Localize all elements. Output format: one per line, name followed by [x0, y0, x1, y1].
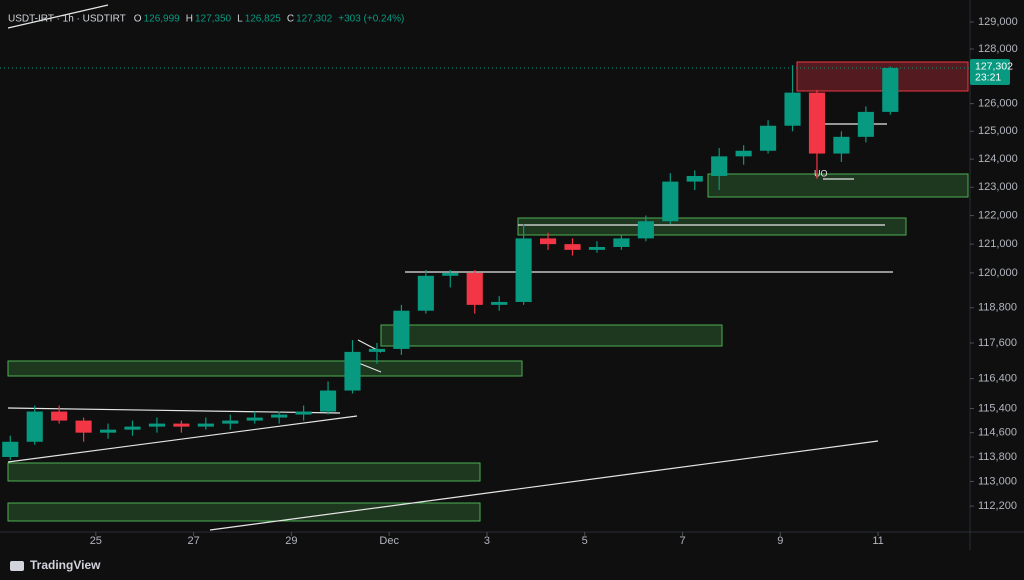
candle-body — [197, 423, 214, 427]
candle-body — [2, 441, 19, 457]
ohlc-label: C — [287, 14, 294, 25]
candle-body — [857, 111, 874, 137]
candle-body — [368, 348, 386, 352]
candle-body — [295, 411, 312, 415]
candle-body — [540, 238, 557, 245]
candle-body — [515, 238, 532, 302]
candle-body — [760, 125, 777, 151]
candle-body — [344, 351, 361, 391]
candle-body — [882, 67, 899, 112]
candle-body — [466, 272, 483, 305]
header: USDT-IRT · 1h · USDTIRT O 126,999 H 127,350 L… — [8, 14, 404, 25]
x-tick-label: 25 — [90, 535, 102, 547]
ohlc-value: 127,350 — [195, 14, 232, 25]
trend-line — [209, 440, 879, 531]
ohlc-value: 127,302 — [296, 14, 333, 25]
ohlc-value: 126,825 — [245, 14, 282, 25]
y-tick-label: 128,000 — [978, 43, 1018, 55]
candle-body — [588, 246, 606, 250]
x-tick-label: 11 — [872, 535, 883, 547]
candle-body — [417, 275, 434, 311]
ohlc-label: O — [134, 14, 142, 25]
candle-body — [319, 390, 337, 412]
candle-body — [173, 423, 190, 427]
candle-body — [491, 301, 508, 305]
candle-body — [735, 150, 752, 157]
last-price-box — [970, 58, 1010, 85]
candle-body — [833, 136, 850, 154]
y-tick-label: 122,000 — [978, 209, 1018, 221]
demand-zone — [7, 502, 481, 522]
y-tick-label: 115,400 — [978, 402, 1017, 414]
ohlc-value: 126,999 — [144, 14, 181, 25]
candle-body — [222, 420, 239, 424]
candle-body — [613, 238, 630, 247]
ohlc-label: H — [186, 14, 193, 25]
y-tick-label: 121,000 — [978, 238, 1018, 250]
y-tick-label: 125,000 — [978, 125, 1018, 137]
demand-zone — [380, 324, 723, 347]
y-tick-label: 113,800 — [978, 451, 1017, 463]
candle-body — [51, 411, 68, 421]
trend-line — [7, 4, 109, 29]
countdown: 23:21 — [975, 72, 1001, 84]
brand: TradingView — [30, 558, 101, 572]
candle-body — [564, 244, 581, 250]
candle-body — [784, 92, 801, 126]
x-tick-label: Dec — [379, 535, 399, 547]
y-tick-label: 112,200 — [978, 500, 1017, 512]
demand-zone — [7, 462, 481, 482]
y-tick-label: 126,000 — [978, 98, 1018, 110]
y-tick-label: 129,000 — [978, 16, 1018, 28]
y-tick-label: 120,000 — [978, 267, 1018, 279]
y-tick-label: 123,000 — [978, 181, 1018, 193]
candle-body — [686, 175, 703, 182]
candle-body — [124, 426, 141, 430]
x-tick-label: 7 — [679, 535, 685, 547]
x-tick-label: 27 — [187, 535, 199, 547]
symbol: USDT-IRT · 1h · USDTIRT — [8, 14, 126, 25]
ohlc-label: L — [237, 14, 243, 25]
candle-body — [808, 92, 826, 154]
candle-body — [662, 181, 679, 222]
change: +303 (+0.24%) — [338, 14, 404, 25]
y-tick-label: 113,000 — [978, 475, 1017, 487]
candle-body — [246, 417, 263, 421]
x-tick-label: 29 — [285, 535, 297, 547]
x-tick-label: 5 — [582, 535, 588, 547]
demand-zone — [7, 360, 523, 377]
x-tick-label: 9 — [777, 535, 783, 547]
candle-body — [393, 310, 410, 349]
y-tick-label: 118,800 — [978, 302, 1017, 314]
candle-body — [711, 156, 728, 176]
y-tick-label: 117,600 — [978, 337, 1017, 349]
y-tick-label: 114,600 — [978, 427, 1017, 439]
y-tick-label: 124,000 — [978, 153, 1018, 165]
x-tick-label: 3 — [484, 535, 490, 547]
candle-body — [442, 272, 459, 276]
footer — [0, 552, 1024, 580]
annotation: UO — [814, 168, 828, 178]
trend-line — [7, 415, 358, 463]
drawings: UO — [7, 4, 969, 531]
trend-line — [7, 407, 341, 414]
candle-body — [271, 414, 288, 418]
demand-zone — [517, 217, 907, 236]
candle-body — [99, 429, 117, 433]
candle-body — [637, 221, 654, 239]
plot — [2, 65, 899, 461]
y-tick-label: 116,400 — [978, 373, 1017, 385]
brand-logo — [10, 561, 24, 571]
last-price-label: 127,302 — [975, 61, 1013, 73]
candle-body — [75, 420, 92, 433]
candle-body — [148, 423, 166, 427]
demand-zone — [707, 173, 969, 198]
candle-body — [26, 411, 43, 442]
